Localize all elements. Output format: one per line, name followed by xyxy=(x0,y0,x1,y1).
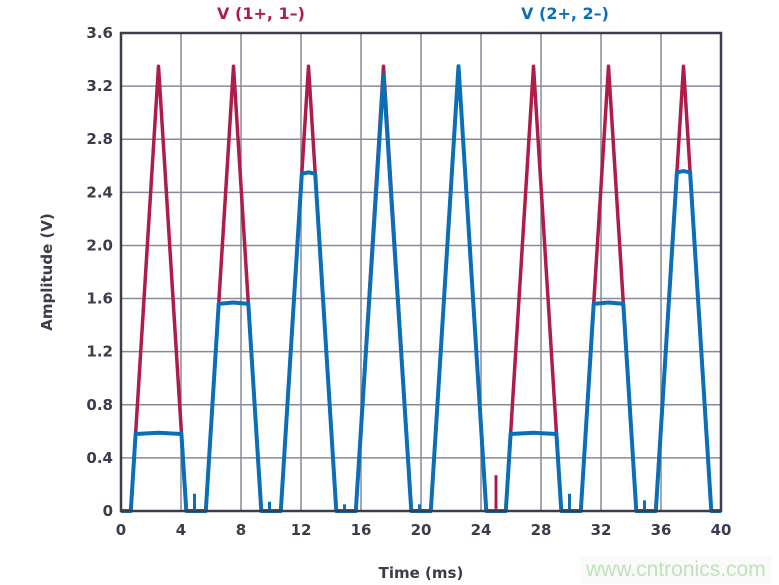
x-axis-label: Time (ms) xyxy=(379,564,464,582)
y-tick-label: 0.8 xyxy=(86,396,113,414)
y-tick-label: 2.8 xyxy=(86,130,113,148)
y-tick-label: 1.6 xyxy=(86,290,113,308)
x-tick-label: 12 xyxy=(291,521,312,539)
tick-labels: 0 4 8 12 16 20 24 28 32 36 40 0 0.4 0.8 1.2 1.6 2.0 2.4 2.… xyxy=(86,24,731,539)
x-tick-label: 0 xyxy=(116,521,126,539)
watermark: www.cntronics.com xyxy=(580,556,772,584)
x-tick-label: 24 xyxy=(471,521,492,539)
legend-series-1: V (1+, 1–) xyxy=(217,4,305,23)
y-tick-label: 2.0 xyxy=(86,236,113,254)
x-tick-label: 8 xyxy=(236,521,246,539)
x-tick-label: 32 xyxy=(591,521,612,539)
y-tick-label: 0.4 xyxy=(86,449,113,467)
y-tick-label: 3.2 xyxy=(86,77,113,95)
x-tick-label: 28 xyxy=(531,521,552,539)
x-tick-label: 4 xyxy=(176,521,186,539)
x-tick-label: 36 xyxy=(651,521,672,539)
y-axis-label: Amplitude (V) xyxy=(38,213,56,331)
legend-series-2: V (2+, 2–) xyxy=(521,4,609,23)
y-tick-label: 3.6 xyxy=(86,24,113,42)
y-tick-label: 2.4 xyxy=(86,183,113,201)
y-tick-label: 0 xyxy=(103,502,113,520)
plot-frame xyxy=(119,31,723,513)
x-tick-label: 40 xyxy=(711,521,732,539)
x-tick-label: 20 xyxy=(411,521,432,539)
y-tick-label: 1.2 xyxy=(86,343,113,361)
x-tick-label: 16 xyxy=(351,521,372,539)
